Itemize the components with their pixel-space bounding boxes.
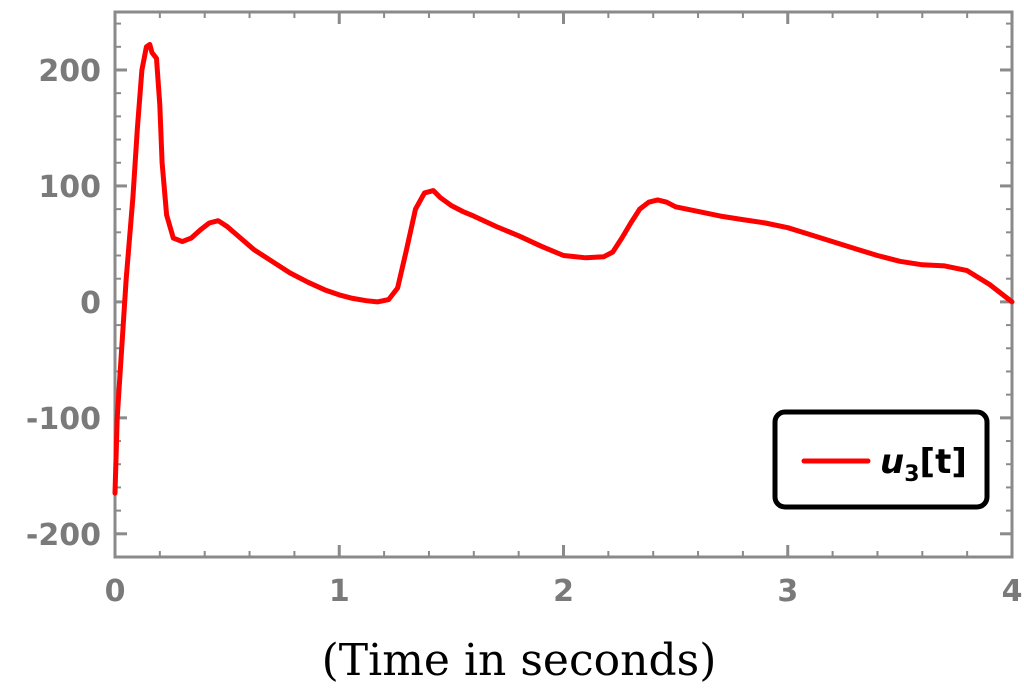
legend: u3[t] <box>772 409 990 510</box>
y-tick-label: 100 <box>38 170 101 205</box>
x-tick-label: 4 <box>1002 574 1023 609</box>
tick-marks <box>113 12 1014 557</box>
legend-label: u3[t] <box>880 442 967 487</box>
y-tick-label: 200 <box>38 54 101 89</box>
x-axis-label: (Time in seconds) <box>322 635 717 686</box>
legend-label-suffix: [t] <box>920 442 967 482</box>
x-tick-label: 3 <box>777 574 798 609</box>
legend-label-subscript: 3 <box>904 462 919 487</box>
series-line-u3 <box>112 42 1015 496</box>
tick-labels: 0 1 2 3 4 -200 -100 0 100 200 <box>26 54 1023 609</box>
y-tick-label: 0 <box>80 286 101 321</box>
y-tick-label: -200 <box>26 518 101 553</box>
x-tick-label: 2 <box>553 574 574 609</box>
legend-label-base: u <box>880 442 904 482</box>
x-tick-label: 0 <box>105 574 126 609</box>
x-tick-label: 1 <box>329 574 350 609</box>
legend-box <box>772 409 990 510</box>
y-tick-label: -100 <box>26 402 101 437</box>
